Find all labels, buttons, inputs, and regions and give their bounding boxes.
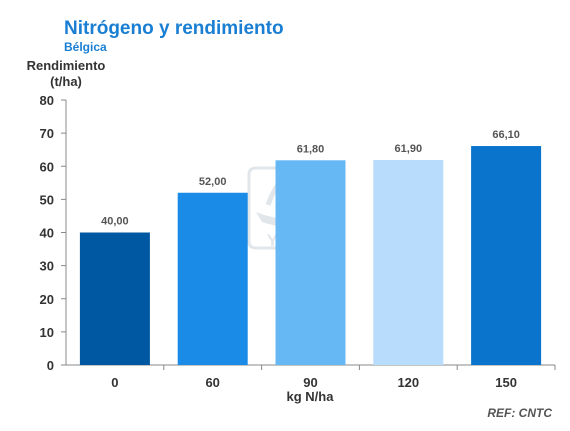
y-tick-label: 0	[47, 358, 54, 373]
y-axis-label: Rendimiento (t/ha)	[18, 58, 114, 90]
bar-60	[177, 192, 248, 365]
bar-0	[79, 232, 150, 365]
bar-120	[373, 159, 444, 365]
chart-subtitle: Bélgica	[64, 40, 107, 54]
x-tick-label: 150	[495, 375, 517, 390]
y-tick-label: 20	[40, 292, 54, 307]
bar-value-label: 66,10	[492, 129, 520, 141]
bar-90	[275, 160, 346, 365]
bar-150	[471, 146, 542, 365]
y-axis-label-line2: (t/ha)	[50, 74, 82, 89]
y-tick-label: 60	[40, 159, 54, 174]
x-tick-label: 90	[303, 375, 317, 390]
y-tick-label: 10	[40, 325, 54, 340]
y-tick-label: 30	[40, 259, 54, 274]
bar-value-label: 52,00	[199, 176, 227, 188]
y-tick-label: 70	[40, 126, 54, 141]
x-axis-title: kg N/ha	[287, 389, 335, 404]
y-tick-label: 80	[40, 93, 54, 108]
y-axis-label-line1: Rendimiento	[26, 58, 106, 73]
x-tick-label: 120	[397, 375, 419, 390]
y-tick-label: 40	[40, 226, 54, 241]
bar-value-label: 40,00	[101, 216, 129, 228]
bar-value-label: 61,90	[395, 143, 423, 155]
bar-value-label: 61,80	[297, 143, 325, 155]
x-tick-label: 60	[205, 375, 219, 390]
y-tick-label: 50	[40, 192, 54, 207]
chart-title: Nitrógeno y rendimiento	[64, 18, 284, 39]
x-tick-label: 0	[111, 375, 118, 390]
reference-note: REF: CNTC	[487, 406, 552, 420]
